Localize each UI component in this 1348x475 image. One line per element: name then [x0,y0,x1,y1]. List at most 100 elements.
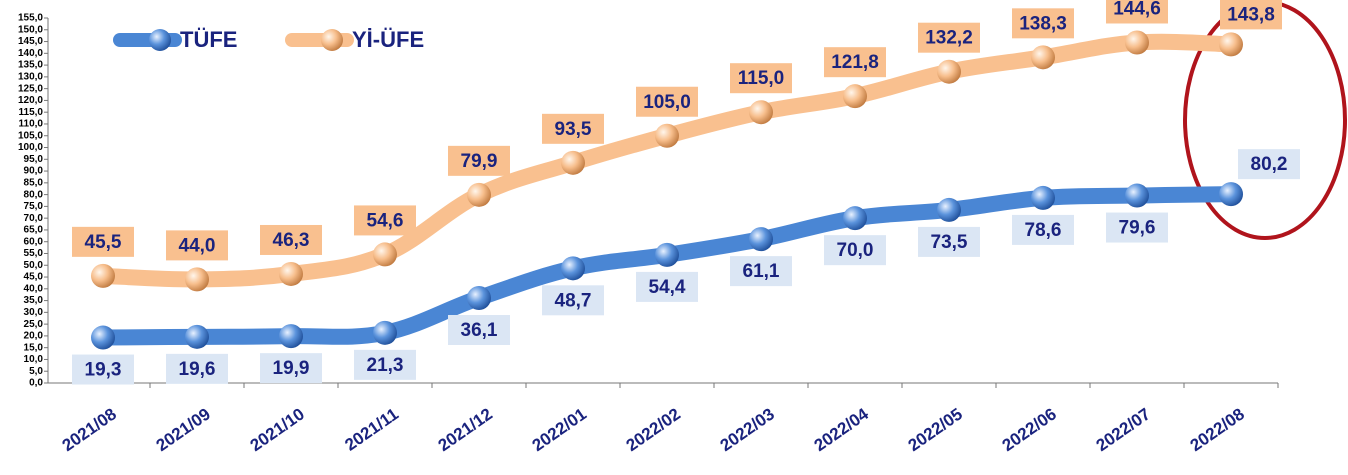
point [937,59,961,84]
point [91,263,115,288]
value-label: 70,0 [837,240,874,261]
value-label-box [448,314,510,345]
x-tick-label: 2022/05 [905,404,966,455]
value-label-box [1106,212,1168,243]
value-label: 45,5 [85,232,122,253]
y-tick-label: 130,0 [18,72,43,83]
value-label: 105,0 [643,92,691,113]
x-tick-label: 2022/08 [1187,404,1248,455]
value-label-box [1106,0,1168,24]
y-tick-label: 100,0 [18,142,43,153]
point [185,267,209,292]
point [1125,30,1149,55]
value-label: 115,0 [738,68,785,89]
point [467,285,491,310]
point [185,324,209,349]
value-label: 79,6 [1119,218,1156,239]
value-label: 21,3 [367,355,404,376]
value-label-box [1220,0,1282,30]
y-tick-label: 70,0 [24,213,44,224]
value-label: 19,9 [273,358,310,379]
value-label: 132,2 [925,28,973,49]
value-label: 54,6 [367,210,404,231]
x-tick-label: 2022/04 [811,404,873,455]
point [91,325,115,350]
legend-marker [149,29,171,51]
y-tick-label: 40,0 [24,283,44,294]
value-label: 54,4 [649,277,686,298]
point [1031,185,1055,210]
y-tick-label: 105,0 [18,130,43,141]
value-label-box [824,235,886,266]
value-label-box [636,86,698,117]
y-tick-label: 35,0 [24,295,44,306]
value-label-box [918,22,980,53]
point [1219,182,1243,207]
y-tick-label: 90,0 [24,166,44,177]
x-tick-label: 2022/06 [999,404,1060,455]
x-tick-label: 2021/08 [59,404,120,455]
value-label-box [354,205,416,236]
value-label-box [730,256,792,287]
value-label-box [166,230,228,261]
point [843,84,867,109]
value-label: 144,6 [1113,0,1161,20]
y-tick-label: 45,0 [24,272,44,283]
y-tick-label: 30,0 [24,307,44,318]
point [561,256,585,281]
value-label: 78,6 [1025,220,1062,241]
y-tick-label: 95,0 [24,154,44,165]
y-tick-label: 145,0 [18,36,43,47]
point [655,242,679,267]
y-tick-label: 15,0 [24,342,44,353]
legend-label: Yİ-ÜFE [352,27,424,52]
y-tick-label: 110,0 [19,119,44,130]
y-tick-label: 60,0 [24,236,44,247]
point [373,242,397,267]
value-label: 19,3 [85,360,122,381]
point [749,100,773,125]
y-tick-label: 25,0 [24,319,44,330]
x-tick-label: 2022/03 [717,404,778,455]
value-label: 143,8 [1227,4,1275,25]
y-tick-label: 120,0 [18,95,43,106]
value-label: 46,3 [273,230,310,251]
value-label-box [918,226,980,257]
y-tick-label: 155,0 [18,13,43,24]
point [279,261,303,286]
x-tick-label: 2021/09 [153,404,214,455]
x-tick-label: 2021/12 [435,404,496,455]
value-label-box [260,224,322,255]
x-tick-label: 2021/11 [341,404,401,454]
y-tick-label: 150,0 [18,24,43,35]
y-tick-label: 80,0 [24,189,44,200]
x-tick-label: 2022/07 [1093,404,1154,455]
value-label-box [1238,149,1300,180]
point [1125,183,1149,208]
value-label: 36,1 [461,320,498,341]
y-tick-label: 75,0 [24,201,44,212]
value-label: 138,3 [1019,13,1067,34]
point [655,123,679,148]
point [373,320,397,345]
y-tick-label: 85,0 [24,177,44,188]
value-label: 19,6 [179,359,216,380]
y-tick-label: 5,0 [29,366,43,377]
y-tick-label: 125,0 [18,83,43,94]
value-label: 73,5 [931,232,968,253]
point [749,227,773,252]
y-tick-label: 20,0 [24,331,44,342]
y-tick-label: 140,0 [18,48,43,59]
value-label-box [260,353,322,384]
value-label-box [636,271,698,302]
point [561,150,585,175]
y-tick-label: 135,0 [18,60,43,71]
value-label-box [72,226,134,257]
y-tick-label: 0,0 [29,378,43,389]
value-label-box [542,113,604,144]
point [1031,45,1055,70]
point [843,206,867,231]
value-label: 61,1 [743,261,780,282]
value-label-box [354,349,416,380]
